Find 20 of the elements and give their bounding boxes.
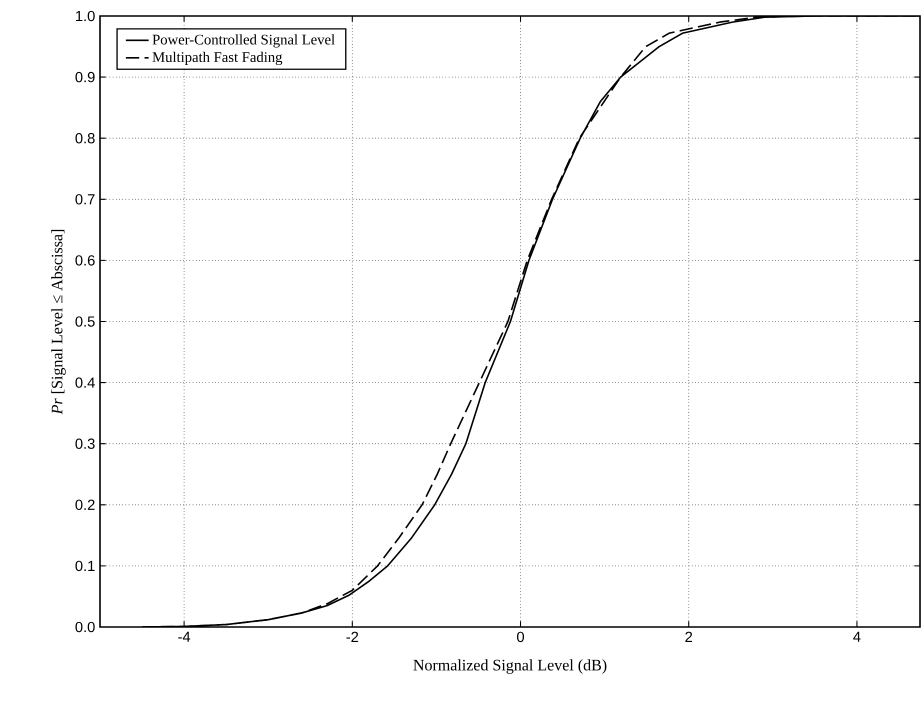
x-axis-title: Normalized Signal Level (dB) [413,659,606,674]
y-tick-label: 0.2 [75,500,95,510]
x-tick-label: -2 [346,632,358,642]
x-tick-label: 0 [517,632,524,642]
y-tick-label: 1.0 [76,10,95,22]
legend-label: Power-Controlled Signal Level [152,34,335,48]
y-tick-label: 0.5 [75,316,95,327]
y-axis-title: Pr [Signal Level ≤ Abscissa] [51,230,66,414]
y-tick-label: 0.9 [75,72,95,82]
y-tick-label: 0.0 [75,622,95,632]
y-tick-label: 0.1 [75,560,95,572]
y-tick-label: 0.4 [75,377,95,388]
y-tick-label: 0.6 [75,255,95,266]
y-tick-label: 0.8 [75,133,95,144]
y-tick-label: 0.3 [75,438,95,449]
y-tick-label: 0.7 [75,194,95,204]
legend-label: Multipath Fast Fading [152,52,282,66]
x-tick-label: 4 [853,632,861,642]
x-tick-label: 2 [685,632,692,642]
x-tick-label: -4 [178,632,190,642]
